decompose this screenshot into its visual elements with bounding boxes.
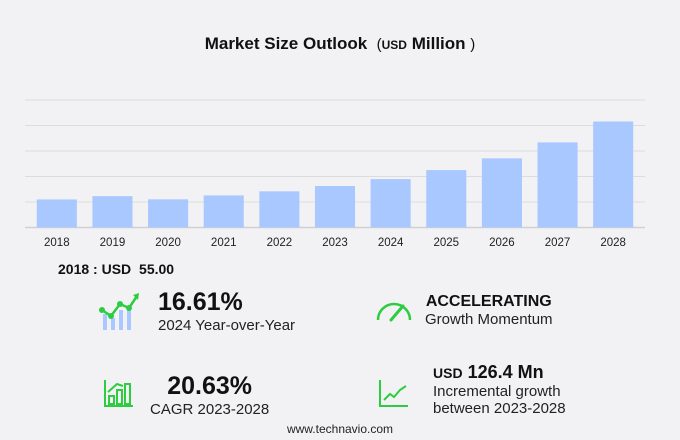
title-paren: ): [470, 36, 476, 53]
cagr-label: CAGR 2023-2028: [150, 401, 270, 418]
title-text: Market Size Outlook: [204, 34, 368, 53]
yoy-label: 2024 Year-over-Year: [158, 317, 296, 334]
title-unit-word: Million: [411, 34, 466, 53]
cagr-value: 20.63%: [167, 372, 253, 400]
incremental-value: 126.4 Mn: [467, 362, 544, 382]
base-year-number: 55.00: [139, 261, 175, 277]
yoy-kpi: 16.61% 2024 Year-over-Year: [158, 288, 295, 334]
bar-2024: [370, 179, 411, 228]
trend-line-icon: [379, 380, 408, 407]
footer-url: www.technavio.com: [286, 422, 394, 436]
incremental-period: between 2023-2028: [433, 400, 566, 417]
cagr-bar-icon: [104, 380, 133, 407]
x-tick-label: 2022: [267, 237, 293, 249]
x-tick-label: 2028: [600, 237, 626, 249]
title-paren: (: [376, 36, 382, 53]
bar-2023: [314, 185, 356, 228]
speedometer-icon: [376, 302, 412, 322]
momentum-kpi: ACCELERATING Growth Momentum: [425, 293, 553, 328]
incremental-prefix: USD: [433, 365, 463, 381]
growth-chart-icon: [99, 293, 139, 330]
base-year-value: 2018 : USD 55.00: [58, 261, 178, 277]
x-tick-label: 2024: [378, 237, 404, 249]
momentum-value: ACCELERATING: [425, 293, 552, 310]
yoy-value: 16.61%: [158, 288, 243, 316]
bar-2021: [203, 195, 244, 228]
bar-2027: [537, 142, 578, 228]
bar-2028: [593, 121, 634, 228]
x-tick-label: 2027: [545, 237, 571, 249]
cagr-kpi: 20.63% CAGR 2023-2028: [150, 372, 269, 418]
momentum-label: Growth Momentum: [425, 311, 553, 328]
bar-chart: 2018 2019 2020 2021 2022 2023 2024 2025 2026 2027…: [25, 99, 645, 249]
x-tick-label: 2026: [489, 237, 515, 249]
bar-2018: [36, 199, 77, 228]
base-year-label: 2018 : USD: [58, 261, 132, 277]
bar-2026: [481, 158, 522, 228]
x-tick-label: 2023: [322, 237, 348, 249]
chart-title: Market Size Outlook (USD Million ): [0, 34, 680, 54]
x-tick-label: 2018: [44, 237, 70, 249]
incremental-kpi: USD 126.4 Mn Incremental growth between …: [433, 362, 566, 417]
x-tick-label: 2025: [433, 237, 459, 249]
x-tick-label: 2019: [100, 237, 126, 249]
bar-2019: [92, 196, 133, 228]
incremental-label: Incremental growth: [433, 383, 561, 400]
bar-2025: [426, 170, 467, 228]
bar-2022: [259, 191, 300, 228]
x-tick-label: 2021: [211, 237, 237, 249]
bar-2020: [148, 199, 189, 228]
title-unit: USD: [381, 38, 407, 52]
x-tick-label: 2020: [155, 237, 181, 249]
